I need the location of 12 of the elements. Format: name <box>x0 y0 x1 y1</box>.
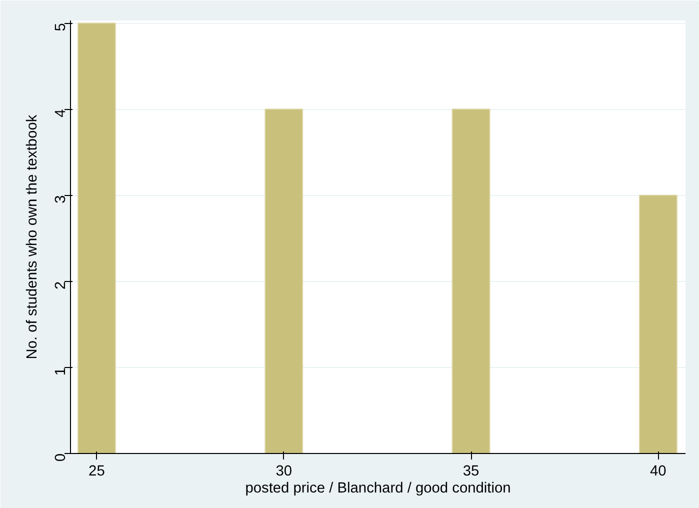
y-tick-label: 2 <box>53 281 69 290</box>
x-tick-label: 35 <box>462 464 480 480</box>
x-axis-title: posted price / Blanchard / good condition <box>245 480 511 496</box>
y-tick-label: 1 <box>53 367 69 376</box>
y-tick-label: 4 <box>53 109 69 118</box>
y-tick-label: 5 <box>53 23 69 32</box>
x-tick-label: 30 <box>276 464 292 480</box>
x-tick-label: 40 <box>650 464 666 480</box>
x-tick-label: 25 <box>88 464 105 480</box>
y-tick-label: 0 <box>53 453 69 462</box>
y-axis-title: No. of students who own the textbook <box>24 114 40 360</box>
y-tick-label: 3 <box>53 195 69 204</box>
